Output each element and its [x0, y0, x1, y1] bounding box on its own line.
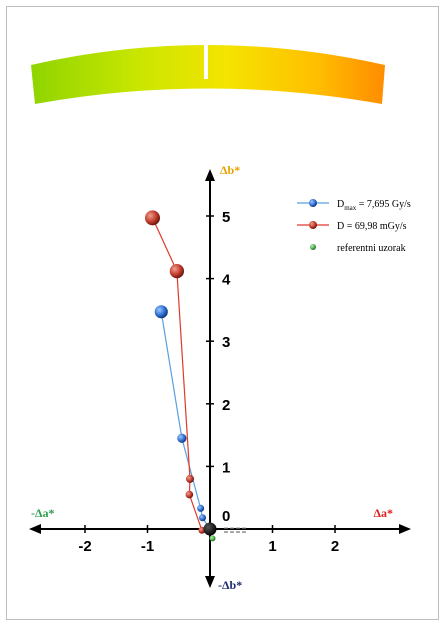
- data-point: [185, 474, 195, 483]
- x-tick-label: -2: [78, 538, 91, 555]
- y-tick-label: 5: [222, 209, 230, 226]
- series-line: [151, 217, 211, 531]
- x-axis-arrow-left: [29, 524, 41, 534]
- series-1: [154, 305, 211, 530]
- x-tick-label: 2: [331, 538, 339, 555]
- chart-frame: -2 -1 1 2 1 2 3 4 5 0 Δb* -Δb* -Δa* Δa* Dmax = 7,695 …: [6, 6, 439, 620]
- data-point: [185, 490, 194, 499]
- data-point: [199, 514, 206, 522]
- y-zero-label: 0: [222, 508, 230, 525]
- y-tick-label: 4: [222, 272, 231, 289]
- y-axis-arrow-up: [205, 169, 215, 181]
- data-point: [197, 504, 205, 512]
- x-negative-axis-name: -Δa*: [31, 506, 55, 520]
- legend-marker: [309, 221, 317, 229]
- y-tick-label: 3: [222, 334, 230, 351]
- x-positive-axis-name: Δa*: [373, 506, 393, 520]
- series-2: [145, 210, 211, 534]
- x-tick-label: 1: [268, 538, 276, 555]
- chart: -2 -1 1 2 1 2 3 4 5 0 Δb* -Δb* -Δa* Δa* Dmax = 7,695 …: [29, 37, 411, 592]
- legend: Dmax = 7,695 Gy/s D = 69,98 mGy/s referent…: [297, 199, 411, 254]
- x-axis-arrow-right: [399, 524, 411, 534]
- series-line: [160, 311, 211, 530]
- x-tick-label: -1: [141, 538, 154, 555]
- legend-label: referentni uzorak: [337, 243, 406, 254]
- data-point: [169, 263, 185, 279]
- data-point: [145, 210, 160, 226]
- y-positive-axis-name: Δb*: [220, 163, 240, 177]
- data-point: [177, 433, 187, 443]
- y-tick-label: 1: [222, 459, 230, 476]
- y-tick-label: 2: [222, 397, 230, 414]
- axis-labels: -2 -1 1 2 1 2 3 4 5 0 Δb* -Δb* -Δa* Δa*: [31, 163, 393, 592]
- data-point: [154, 305, 168, 319]
- y-negative-axis-name: -Δb*: [218, 578, 242, 592]
- color-bar: [31, 37, 385, 104]
- origin-point: [203, 522, 217, 536]
- legend-marker: [310, 244, 316, 250]
- legend-marker: [309, 199, 317, 207]
- series-3: [209, 535, 216, 542]
- series-layer: [145, 210, 217, 542]
- axes: [29, 169, 411, 588]
- data-point: [209, 535, 216, 542]
- y-axis-arrow-down: [205, 576, 215, 588]
- legend-label: Dmax = 7,695 Gy/s: [337, 199, 411, 212]
- legend-label: D = 69,98 mGy/s: [337, 221, 407, 232]
